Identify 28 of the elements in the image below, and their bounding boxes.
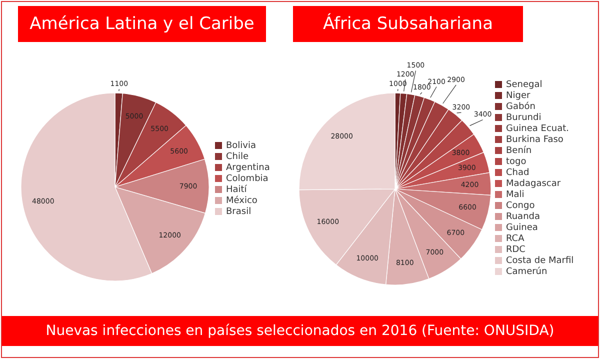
legend-label: Benín [506,146,532,156]
legend-label: Guinea [506,223,538,233]
chart-title: América Latina y el Caribe [18,6,266,42]
legend-label: Chad [506,168,530,178]
legend-label: Mali [506,190,524,200]
legend-label: Haití [226,184,247,194]
legend-label: Burundi [506,113,542,123]
legend-label: Congo [506,201,535,211]
legend-label: Senegal [506,80,542,90]
legend-label: Bolivia [226,140,256,150]
legend-label: México [226,196,258,206]
legend-label: Brasil [226,206,252,216]
legend-label: togo [506,157,526,167]
legend-label: Niger [506,91,530,101]
legend-label: Colombia [226,174,268,184]
legend-label: Ruanda [506,212,540,222]
legend-label: RCA [506,234,524,244]
chart-title: África Subsahariana [293,6,523,42]
legend-label: Burkina Faso [506,135,564,145]
legend-label: Costa de Marfil [506,256,574,266]
legend-label: Madagascar [506,179,561,189]
text: Nuevas infecciones en países seleccionados en 2016 (Fuente: ONUSIDA) [2,316,598,346]
legend-label: Guinea Ecuat. [506,124,570,134]
legend-label: Gabón [506,102,536,112]
legend-label: Camerún [506,267,548,277]
legend-label: RDC [506,245,526,255]
legend-label: Argentina [226,162,270,172]
legend-label: Chile [226,152,249,162]
